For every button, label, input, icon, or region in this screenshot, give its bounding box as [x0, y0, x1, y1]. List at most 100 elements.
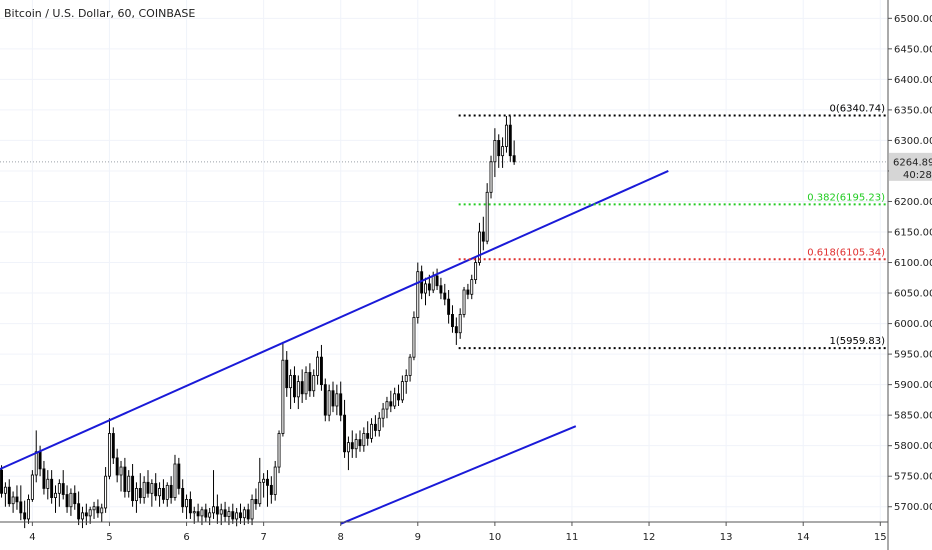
candle: [454, 317, 458, 345]
candle-body: [335, 393, 339, 407]
candle-body: [38, 451, 42, 470]
candle-body: [158, 488, 162, 497]
candle: [142, 476, 146, 504]
candle: [7, 479, 11, 507]
candle-body: [358, 439, 362, 447]
candle-body: [0, 469, 4, 494]
candle: [96, 499, 100, 518]
fib-level-label: 0(6340.74): [829, 104, 885, 115]
candle-body: [235, 512, 239, 520]
candle-body: [416, 271, 420, 318]
candle-body: [69, 492, 73, 508]
price-tick-label: 5950.00: [894, 350, 932, 361]
candle-body: [292, 375, 296, 398]
price-tick-label: 6300.00: [894, 136, 932, 147]
candle: [339, 381, 343, 422]
candle: [158, 482, 162, 507]
candle-body: [150, 483, 154, 494]
candle-body: [84, 512, 88, 517]
price-axis[interactable]: 6500.006450.006400.006350.006300.006250.…: [888, 14, 932, 513]
price-tick-label: 6500.00: [894, 14, 932, 25]
candle-body: [412, 317, 416, 358]
candle-body: [119, 466, 123, 476]
candle: [296, 375, 300, 410]
candle: [65, 485, 69, 513]
candle-body: [266, 478, 269, 486]
trendline[interactable]: [340, 425, 577, 525]
candle: [470, 274, 474, 300]
fibonacci-retracement[interactable]: 0(6340.74) 0.382(6195.23) 0.618(6105.34) 1(…: [458, 104, 888, 350]
candle: [239, 503, 242, 524]
candle: [15, 485, 19, 510]
candle: [146, 470, 150, 498]
candle-body: [504, 124, 508, 147]
time-tick-label: 14: [797, 532, 810, 543]
candle: [370, 418, 374, 443]
candle-body: [7, 486, 11, 505]
candle: [54, 485, 57, 513]
trendline[interactable]: [0, 170, 669, 471]
candle: [300, 369, 304, 403]
candle: [223, 501, 227, 522]
candle: [354, 433, 358, 458]
candle-body: [362, 433, 366, 447]
candle: [346, 436, 350, 471]
candle: [273, 460, 277, 501]
candle-body: [377, 417, 381, 431]
candle-body: [319, 356, 323, 386]
candle-body: [146, 481, 150, 494]
candle-body: [246, 509, 250, 520]
price-tick-label: 6100.00: [894, 258, 932, 269]
candle-body: [285, 359, 289, 389]
candle: [81, 506, 84, 529]
price-tick-label: 6400.00: [894, 75, 932, 86]
time-tick-label: 4: [29, 532, 35, 543]
candle: [219, 503, 223, 526]
candle: [312, 369, 316, 397]
candle: [104, 467, 108, 513]
candle: [458, 308, 462, 339]
candle-body: [385, 401, 389, 410]
candle-body: [100, 507, 104, 514]
candle-body: [231, 511, 235, 520]
candle: [393, 387, 397, 410]
candle-body: [239, 512, 242, 519]
candle-body: [327, 390, 331, 416]
candle: [173, 454, 177, 501]
candle-body: [177, 463, 181, 489]
candle: [215, 494, 219, 524]
time-tick-label: 13: [720, 532, 733, 543]
candle-body: [508, 124, 512, 157]
candle-body: [188, 499, 192, 514]
trendlines[interactable]: [0, 170, 669, 525]
candle-body: [212, 506, 215, 514]
candle: [3, 482, 7, 507]
candle-body: [512, 155, 516, 163]
candle: [408, 354, 412, 382]
candle-body: [173, 463, 177, 498]
candle-body: [111, 433, 115, 459]
candle: [46, 470, 50, 500]
candle-body: [439, 285, 443, 294]
candle-body: [427, 283, 431, 291]
candle: [127, 470, 131, 498]
candle-body: [470, 279, 474, 295]
candle: [416, 262, 420, 324]
candle-body: [11, 496, 15, 505]
candle-body: [215, 506, 219, 515]
candle: [412, 311, 416, 361]
candle: [451, 305, 454, 333]
candle: [165, 482, 169, 507]
fib-level-label: 1(5959.83): [829, 336, 885, 347]
candle: [316, 351, 320, 385]
candle-body: [346, 442, 350, 453]
candle-body: [485, 191, 489, 242]
candle-body: [443, 292, 447, 300]
candle-body: [447, 298, 451, 315]
time-tick-label: 6: [183, 532, 189, 543]
candle-body: [462, 289, 466, 315]
candle-body: [131, 475, 135, 502]
candle-body: [169, 484, 173, 498]
time-axis[interactable]: 4 5 6 7 8 9 10 11 12 13 14 15: [29, 522, 887, 543]
